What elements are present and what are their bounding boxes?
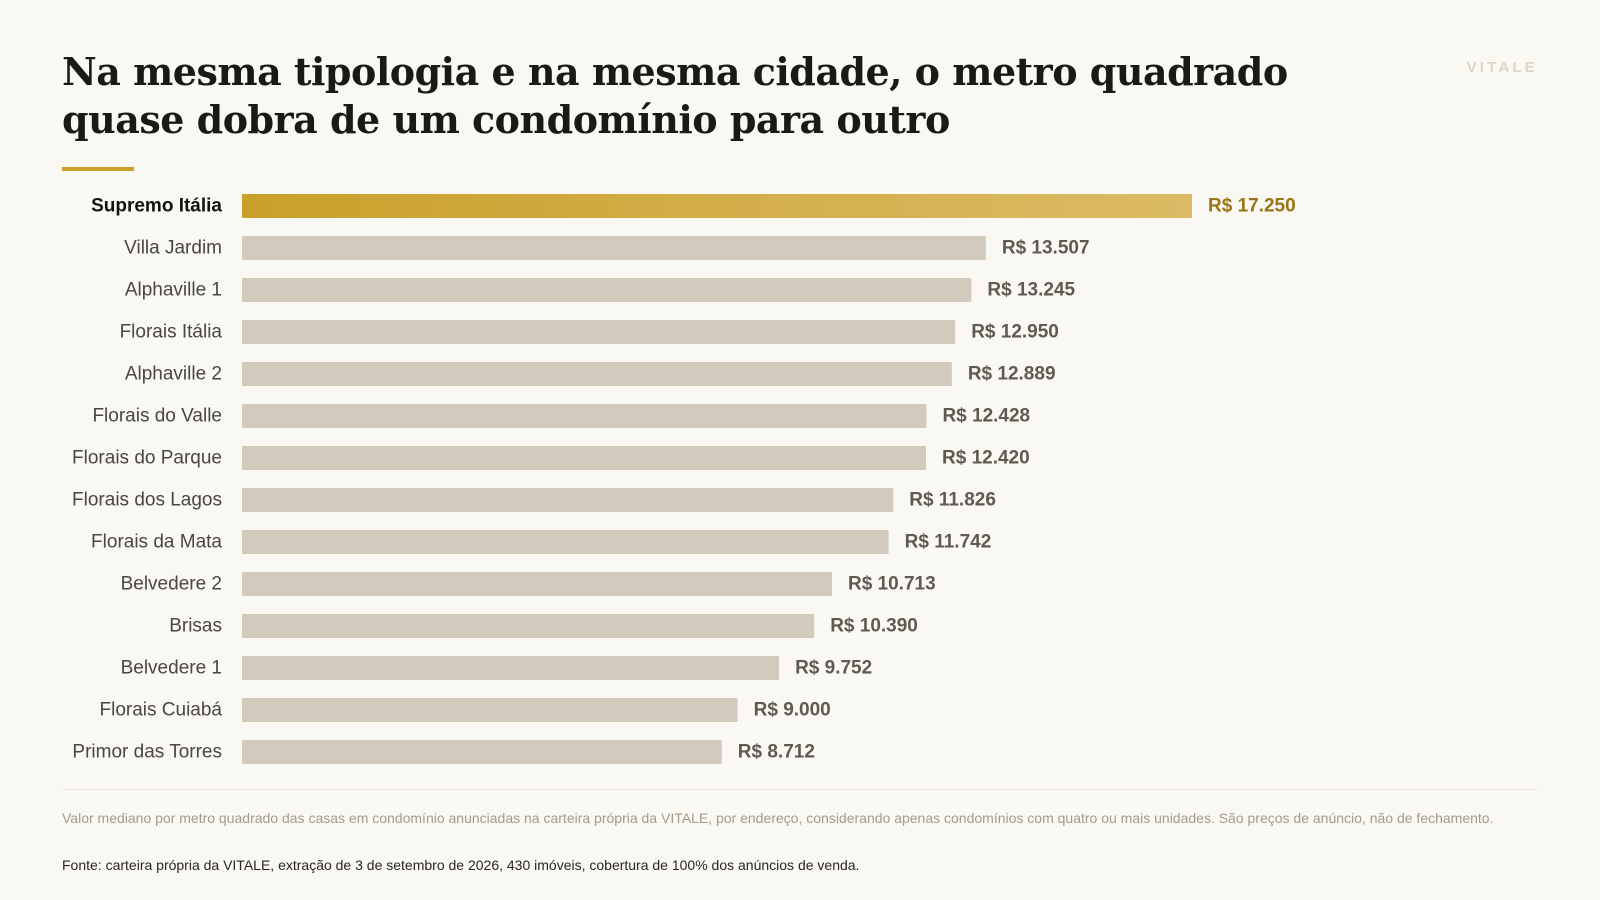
category-label: Alphaville 1 <box>125 280 222 301</box>
bar <box>242 530 889 554</box>
category-label: Primor das Torres <box>72 742 222 763</box>
category-label: Belvedere 2 <box>121 574 222 595</box>
brand-logo: VITALE <box>1466 59 1538 76</box>
highlighted-bar <box>242 194 1192 218</box>
title-accent-rule <box>62 167 134 171</box>
category-label: Florais Cuiabá <box>100 700 223 721</box>
category-label: Brisas <box>169 616 222 637</box>
value-label: R$ 10.713 <box>848 574 936 595</box>
bar <box>242 572 832 596</box>
chart-rows: Supremo Itália R$ 17.250 Villa Jardim R$ 13… <box>72 194 1296 764</box>
category-label: Belvedere 1 <box>121 658 222 679</box>
value-label: R$ 10.390 <box>830 616 918 637</box>
category-label: Florais do Parque <box>72 448 222 469</box>
bar <box>242 362 952 386</box>
category-label: Supremo Itália <box>91 196 222 217</box>
value-label: R$ 9.000 <box>754 700 831 721</box>
value-label: R$ 9.752 <box>795 658 872 679</box>
bar <box>242 446 926 470</box>
bar <box>242 614 815 638</box>
category-label: Alphaville 2 <box>125 364 222 385</box>
value-label: R$ 12.428 <box>942 406 1030 427</box>
value-label: R$ 12.950 <box>971 322 1059 343</box>
value-label: R$ 13.507 <box>1002 238 1090 259</box>
category-label: Florais Itália <box>120 322 223 343</box>
category-label: Villa Jardim <box>124 238 222 259</box>
value-label: R$ 17.250 <box>1208 196 1296 217</box>
bar <box>242 488 894 512</box>
bar <box>242 740 722 764</box>
bar <box>242 656 780 680</box>
methodology-note: Valor mediano por metro quadrado das cas… <box>62 810 1494 826</box>
bar <box>242 236 986 260</box>
value-label: R$ 13.245 <box>987 280 1075 301</box>
chart-title: Na mesma tipologia e na mesma cidade, o … <box>62 49 1288 142</box>
category-label: Florais da Mata <box>91 532 222 553</box>
value-label: R$ 11.826 <box>909 490 996 511</box>
footer-divider <box>62 789 1538 790</box>
category-label: Florais dos Lagos <box>72 490 222 511</box>
category-label: Florais do Valle <box>92 406 222 427</box>
bar <box>242 404 927 428</box>
value-label: R$ 8.712 <box>738 742 815 763</box>
source-note: Fonte: carteira própria da VITALE, extra… <box>62 857 860 873</box>
bar <box>242 698 738 722</box>
value-label: R$ 12.420 <box>942 448 1030 469</box>
value-label: R$ 11.742 <box>905 532 992 553</box>
bar-chart: Supremo Itália R$ 17.250 Villa Jardim R$ 13… <box>72 194 1296 764</box>
bar <box>242 278 972 302</box>
bar <box>242 320 956 344</box>
value-label: R$ 12.889 <box>968 364 1056 385</box>
